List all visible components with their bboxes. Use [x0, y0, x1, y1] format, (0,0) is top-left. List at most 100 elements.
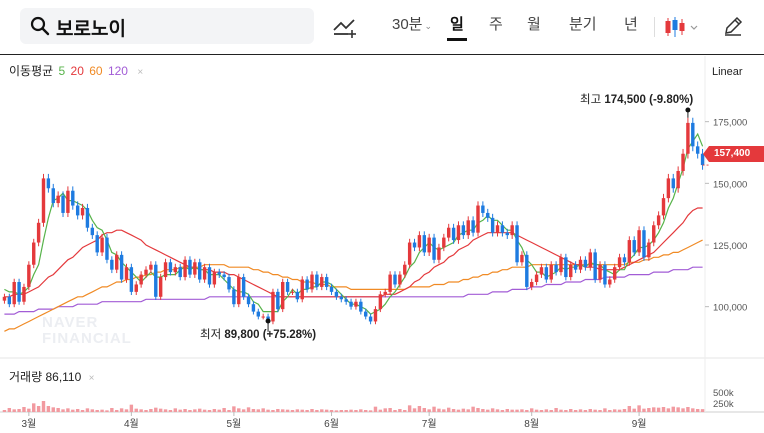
candle: [7, 293, 12, 308]
candle: [437, 243, 441, 264]
volume-bar: [573, 410, 578, 412]
volume-bar: [456, 409, 461, 412]
pencil-icon[interactable]: [722, 15, 744, 37]
scale-mode-toggle[interactable]: Linear: [712, 66, 743, 78]
candle-body: [481, 205, 485, 213]
candle-body: [202, 267, 207, 280]
candle-body: [529, 282, 534, 287]
candle-body: [398, 274, 402, 285]
candle: [393, 271, 397, 288]
volume-bar: [56, 408, 60, 412]
candlestick-icon[interactable]: [664, 15, 700, 39]
volume-bar: [486, 409, 490, 412]
tab-year[interactable]: 년: [624, 16, 638, 33]
search-box[interactable]: 보로노이: [20, 8, 314, 44]
volume-bar: [193, 409, 197, 412]
close-icon[interactable]: ×: [88, 373, 95, 384]
ma20-line: [4, 207, 703, 298]
volume-bar: [500, 410, 505, 412]
volume-bar: [412, 408, 417, 412]
volume-bar: [525, 410, 529, 412]
candle: [95, 231, 99, 257]
candle: [588, 248, 592, 271]
volume-bar: [559, 409, 563, 412]
candle-body: [237, 277, 241, 305]
candle: [490, 213, 495, 237]
candle-body: [158, 277, 163, 297]
candle: [598, 261, 602, 283]
candle: [105, 233, 109, 264]
volume-legend: 거래량 86,110 ×: [9, 368, 94, 385]
last-price-tag: 157,400: [703, 146, 764, 162]
volume-bar: [549, 410, 553, 412]
interval-label: 30분: [392, 16, 423, 33]
candle-body: [149, 264, 153, 270]
volume-bar: [637, 405, 641, 412]
volume-bar: [119, 408, 124, 412]
candle-body: [403, 264, 407, 275]
candle: [407, 238, 412, 269]
volume-bar: [17, 409, 21, 412]
candle: [12, 278, 16, 308]
candle-body: [188, 259, 192, 275]
candle: [339, 293, 344, 303]
close-icon[interactable]: ×: [137, 67, 144, 78]
volume-bar: [368, 410, 373, 412]
volume-bar: [168, 410, 173, 412]
candle-body: [383, 291, 387, 295]
candle-body: [12, 282, 16, 305]
volume-bar: [407, 405, 412, 412]
candle-body: [476, 205, 480, 233]
candle-body: [124, 267, 129, 280]
candle: [486, 208, 490, 222]
interval-dropdown[interactable]: 30분 ⌄: [392, 13, 432, 34]
candle-body: [32, 242, 36, 265]
volume-bar: [686, 407, 690, 412]
ma60-line: [4, 239, 703, 332]
vol-tick-label: 500k: [713, 388, 734, 399]
volume-bar: [222, 408, 226, 412]
top-toolbar: 보로노이 30분 ⌄ 일 주 월 분기 년: [0, 0, 764, 55]
candle: [324, 273, 329, 291]
volume-bar: [12, 409, 16, 412]
volume-bar: [661, 407, 666, 412]
candle: [36, 218, 41, 247]
candle: [388, 271, 392, 296]
candle-body: [539, 267, 544, 275]
volume-bar: [227, 410, 231, 412]
candle-body: [388, 274, 392, 292]
candle-body: [612, 267, 617, 280]
trend-line-add-icon[interactable]: [332, 16, 358, 38]
candle-body: [320, 277, 324, 287]
x-tick-label: 9월: [632, 418, 647, 430]
candle-body: [442, 237, 446, 248]
candle: [681, 148, 685, 176]
candle: [251, 301, 256, 315]
candle-body: [344, 299, 348, 302]
candle-body: [446, 227, 451, 238]
tab-day[interactable]: 일: [450, 16, 464, 33]
candle-body: [85, 208, 90, 228]
candle: [349, 298, 353, 310]
candle-body: [349, 301, 353, 307]
candle: [378, 291, 383, 313]
candle: [354, 298, 358, 310]
volume-bar: [281, 409, 285, 412]
candle: [256, 308, 261, 320]
candle: [315, 271, 319, 291]
volume-bar: [691, 408, 695, 412]
legend-ma5: 5: [58, 64, 66, 78]
tab-week[interactable]: 주: [489, 16, 503, 33]
volume-bar: [627, 406, 632, 412]
legend-label: 이동평균: [9, 64, 54, 78]
tab-month[interactable]: 월: [527, 16, 541, 33]
volume-bar: [90, 409, 95, 412]
candle: [129, 263, 134, 296]
candle: [476, 201, 480, 237]
candle: [300, 276, 304, 303]
candle-body: [608, 279, 612, 285]
volume-bar: [105, 410, 109, 412]
tab-quarter[interactable]: 분기: [569, 16, 597, 33]
volume-bar: [354, 410, 358, 412]
